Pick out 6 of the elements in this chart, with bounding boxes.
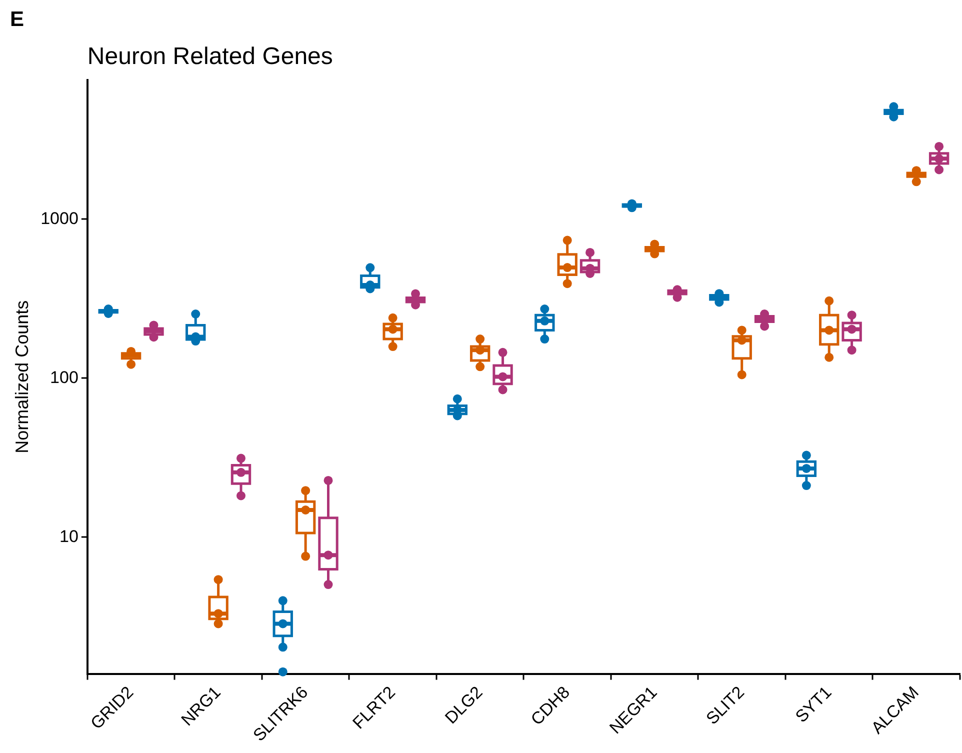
y-axis-title: Normalized Counts — [12, 300, 32, 454]
chart-title: Neuron Related Genes — [87, 43, 333, 70]
y-tick-label: 1000 — [40, 208, 78, 228]
y-tick-label: 100 — [50, 368, 78, 387]
y-tick-label: 10 — [59, 526, 78, 546]
text: E — [10, 8, 24, 32]
